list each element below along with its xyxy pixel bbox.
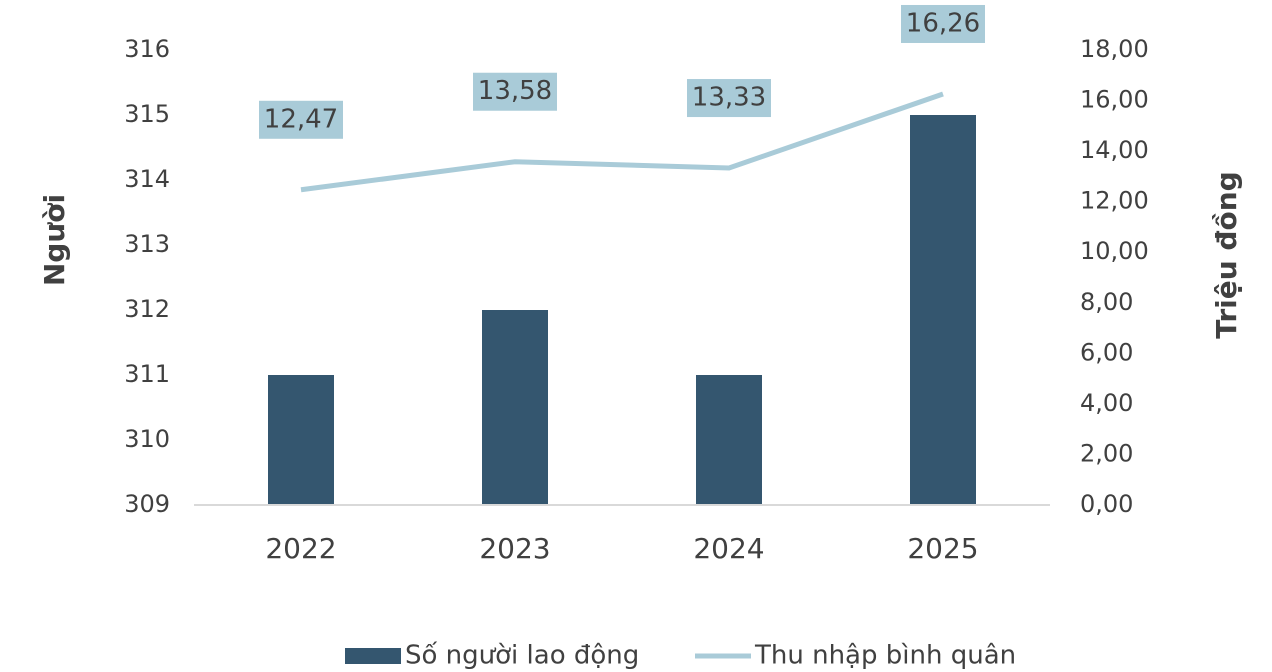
y2-tick-label: 2,00 (1080, 439, 1133, 467)
x-tick-label: 2025 (907, 532, 978, 565)
y2-tick-label: 0,00 (1080, 490, 1133, 518)
y2-tick-label: 12,00 (1080, 187, 1149, 215)
data-label-box (901, 4, 985, 43)
data-label: 13,33 (692, 83, 766, 113)
line (300, 91, 944, 193)
y2-tick-label: 10,00 (1080, 237, 1149, 265)
y2-tick-label: 6,00 (1080, 338, 1133, 366)
data-label-box (259, 100, 343, 139)
y-tick-label: 311 (124, 360, 170, 388)
y2-tick-label: 4,00 (1080, 389, 1133, 417)
y-axis-title: Người (38, 194, 71, 286)
y-tick-label: 310 (124, 425, 170, 453)
y2-tick-label: 14,00 (1080, 136, 1149, 164)
data-label-box (687, 79, 771, 118)
y2-axis-title: Triệu đồng (1210, 171, 1243, 338)
y-tick-label: 309 (124, 490, 170, 518)
bar (910, 115, 976, 505)
data-label: 13,58 (478, 76, 552, 106)
bar (696, 375, 762, 505)
bar (268, 375, 334, 505)
y2-tick-label: 16,00 (1080, 86, 1149, 114)
x-tick-label: 2024 (693, 532, 764, 565)
data-label-box (473, 72, 557, 111)
data-label: 12,47 (264, 104, 338, 134)
x-tick-label: 2023 (479, 532, 550, 565)
y-tick-label: 315 (124, 100, 170, 128)
y2-tick-label: 18,00 (1080, 35, 1149, 63)
bar (482, 310, 548, 505)
y-tick-label: 314 (124, 165, 170, 193)
data-label: 16,26 (906, 8, 980, 38)
y-tick-label: 312 (124, 295, 170, 323)
x-tick-label: 2022 (265, 532, 336, 565)
y-tick-label: 316 (124, 35, 170, 63)
legend-swatch (345, 648, 401, 664)
y2-tick-label: 8,00 (1080, 288, 1133, 316)
y-tick-label: 313 (124, 230, 170, 258)
legend-label: Số người lao động (405, 641, 639, 671)
legend-label: Thu nhập bình quân (754, 641, 1016, 671)
